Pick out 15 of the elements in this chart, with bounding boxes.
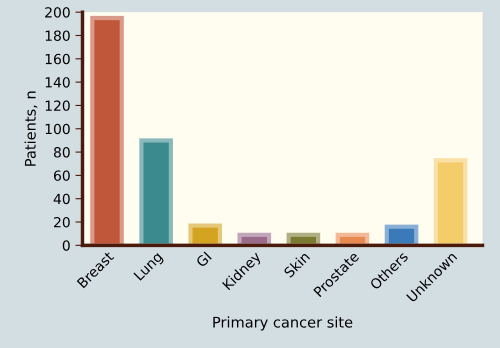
x-axis-title: Primary cancer site <box>213 316 352 331</box>
y-tick-label: 80 <box>54 147 70 158</box>
y-tick-label: 20 <box>54 216 70 228</box>
y-tick-label: 120 <box>46 100 70 111</box>
y-tick-label: 180 <box>46 30 70 41</box>
x-tick-label: GI <box>195 251 212 268</box>
y-tick-label: 100 <box>46 124 70 134</box>
y-tick-label: 140 <box>46 77 70 88</box>
y-axis-title: Patients, n <box>24 92 38 166</box>
y-tick-label: 160 <box>46 54 70 64</box>
y-tick-label: 40 <box>54 194 70 204</box>
y-tick-label: 200 <box>45 7 70 18</box>
x-tick-label: Skin <box>283 251 310 278</box>
y-tick-label: 0 <box>62 240 70 251</box>
y-tick-label: 60 <box>54 170 70 181</box>
